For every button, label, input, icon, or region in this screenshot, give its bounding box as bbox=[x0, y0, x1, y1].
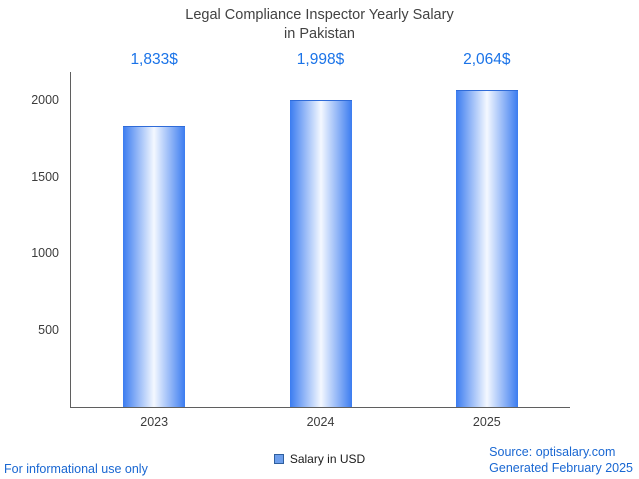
x-axis-label: 2023 bbox=[140, 415, 169, 429]
bar-2025 bbox=[455, 90, 518, 407]
plot-area: 500 1000 1500 2000 1,833$ 2023 1,998$ 2024 2,064… bbox=[31, 51, 570, 429]
chart-title: Legal Compliance Inspector Yearly Salary… bbox=[0, 6, 639, 44]
generated-date: Generated February 2025 bbox=[489, 460, 633, 475]
bar-2024 bbox=[289, 100, 352, 407]
source-link[interactable]: Source: optisalary.com bbox=[489, 444, 616, 459]
x-axis-label: 2025 bbox=[472, 415, 501, 429]
disclaimer-text: For informational use only bbox=[4, 462, 148, 476]
y-axis-tick-label: 1000 bbox=[31, 246, 59, 261]
y-axis-tick-label: 1500 bbox=[31, 169, 59, 184]
bar-2023 bbox=[123, 125, 186, 407]
bar-value-label: 2,064$ bbox=[463, 51, 511, 68]
legend-label: Salary in USD bbox=[289, 452, 366, 466]
legend-swatch bbox=[273, 454, 284, 464]
chart-title-line1: Legal Compliance Inspector Yearly Salary bbox=[185, 7, 454, 23]
y-axis-tick-label: 2000 bbox=[31, 92, 59, 107]
legend: Salary in USD bbox=[0, 452, 639, 466]
y-axis-tick-label: 500 bbox=[38, 323, 59, 338]
chart-title-line2: in Pakistan bbox=[284, 25, 355, 42]
bar-value-label: 1,833$ bbox=[130, 51, 178, 68]
bar-value-label: 1,998$ bbox=[296, 51, 345, 68]
x-axis-label: 2024 bbox=[306, 415, 335, 429]
source-block: Source: optisalary.com Generated Februar… bbox=[489, 444, 633, 477]
